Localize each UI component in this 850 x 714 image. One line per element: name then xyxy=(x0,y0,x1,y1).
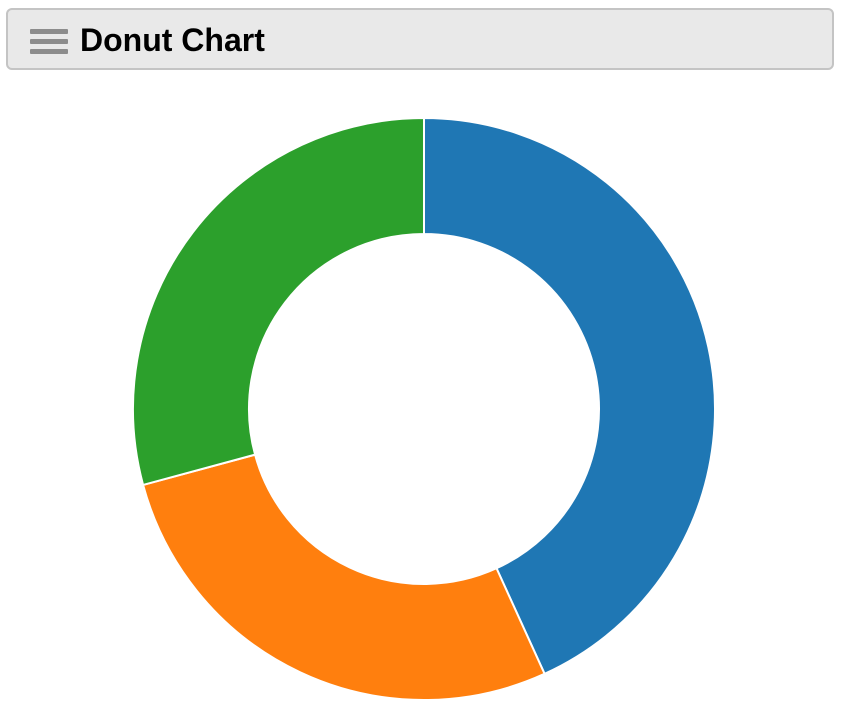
chart-title: Donut Chart xyxy=(80,22,265,58)
menu-icon-bar xyxy=(30,29,68,34)
menu-icon-bar xyxy=(30,49,68,54)
menu-icon-bar xyxy=(30,39,68,44)
hamburger-menu-icon[interactable] xyxy=(30,29,68,59)
donut-slice-3[interactable] xyxy=(132,116,425,487)
chart-panel-header: Donut Chart xyxy=(6,8,834,70)
donut-slice-2[interactable] xyxy=(141,453,546,701)
donut-slices xyxy=(132,116,716,701)
donut-slice-1[interactable] xyxy=(423,116,716,676)
